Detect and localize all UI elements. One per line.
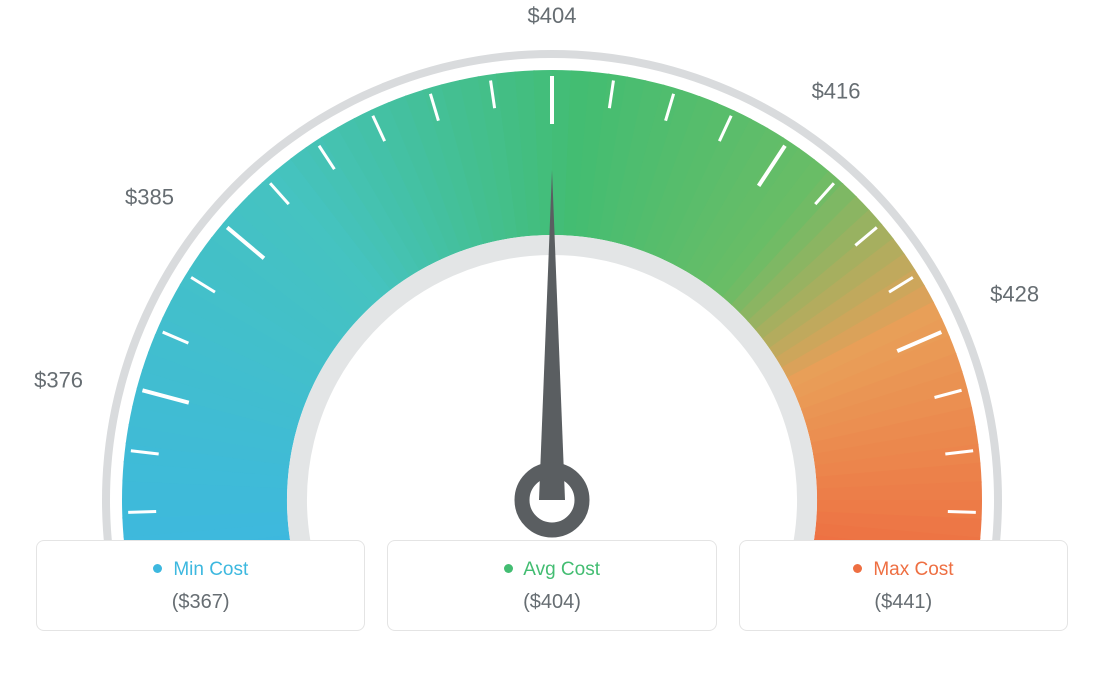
avg-cost-dot-icon xyxy=(504,564,513,573)
gauge-tick-label: $376 xyxy=(34,367,83,392)
min-cost-card: Min Cost ($367) xyxy=(36,540,365,631)
gauge-tick xyxy=(128,512,156,513)
max-cost-card: Max Cost ($441) xyxy=(739,540,1068,631)
gauge-tick-label: $416 xyxy=(812,78,861,103)
avg-cost-label: Avg Cost xyxy=(400,559,703,581)
avg-cost-label-text: Avg Cost xyxy=(523,559,600,580)
avg-cost-value: ($404) xyxy=(400,591,703,614)
min-cost-value: ($367) xyxy=(49,591,352,614)
min-cost-label: Min Cost xyxy=(49,559,352,581)
max-cost-label: Max Cost xyxy=(752,559,1055,581)
max-cost-label-text: Max Cost xyxy=(873,559,953,580)
legend-row: Min Cost ($367) Avg Cost ($404) Max Cost… xyxy=(0,540,1104,651)
max-cost-value: ($441) xyxy=(752,591,1055,614)
gauge-tick-label: $385 xyxy=(125,185,174,210)
max-cost-dot-icon xyxy=(853,564,862,573)
gauge-svg: $367$376$385$404$416$428$441 xyxy=(0,0,1104,540)
gauge-tick xyxy=(948,512,976,513)
gauge-tick-label: $428 xyxy=(990,281,1039,306)
cost-gauge-chart: $367$376$385$404$416$428$441 xyxy=(0,0,1104,540)
min-cost-label-text: Min Cost xyxy=(173,559,248,580)
min-cost-dot-icon xyxy=(153,564,162,573)
avg-cost-card: Avg Cost ($404) xyxy=(387,540,716,631)
gauge-tick-label: $404 xyxy=(528,3,577,28)
